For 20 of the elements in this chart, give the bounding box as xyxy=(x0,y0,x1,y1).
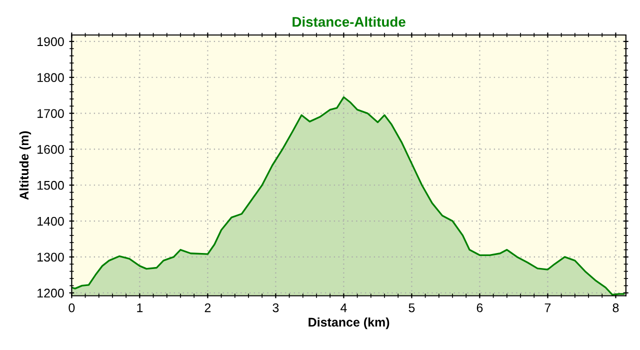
y-axis-title: Altitude (m) xyxy=(19,131,32,200)
y-tick-label: 1200 xyxy=(38,288,64,298)
x-tick-label: 8 xyxy=(612,303,619,312)
y-tick-label: 1700 xyxy=(38,109,64,118)
y-tick-label: 1500 xyxy=(38,180,64,190)
y-tick-label: 1400 xyxy=(38,216,64,226)
y-tick-label: 1300 xyxy=(38,252,64,262)
x-tick-label: 2 xyxy=(204,303,211,312)
x-tick-label: 3 xyxy=(272,303,279,312)
y-tick-label: 1800 xyxy=(38,73,64,82)
x-tick-label: 5 xyxy=(408,304,415,312)
x-axis-title: Distance (km) xyxy=(308,317,390,330)
y-tick-label: 1900 xyxy=(38,37,64,46)
x-tick-label: 1 xyxy=(137,304,143,312)
x-tick-label: 7 xyxy=(544,304,551,312)
chart-title: Distance-Altitude xyxy=(292,16,406,27)
x-tick-label: 4 xyxy=(340,304,347,312)
y-tick-label: 1600 xyxy=(38,145,64,154)
x-tick-label: 0 xyxy=(68,303,75,312)
x-tick-label: 6 xyxy=(476,303,483,312)
